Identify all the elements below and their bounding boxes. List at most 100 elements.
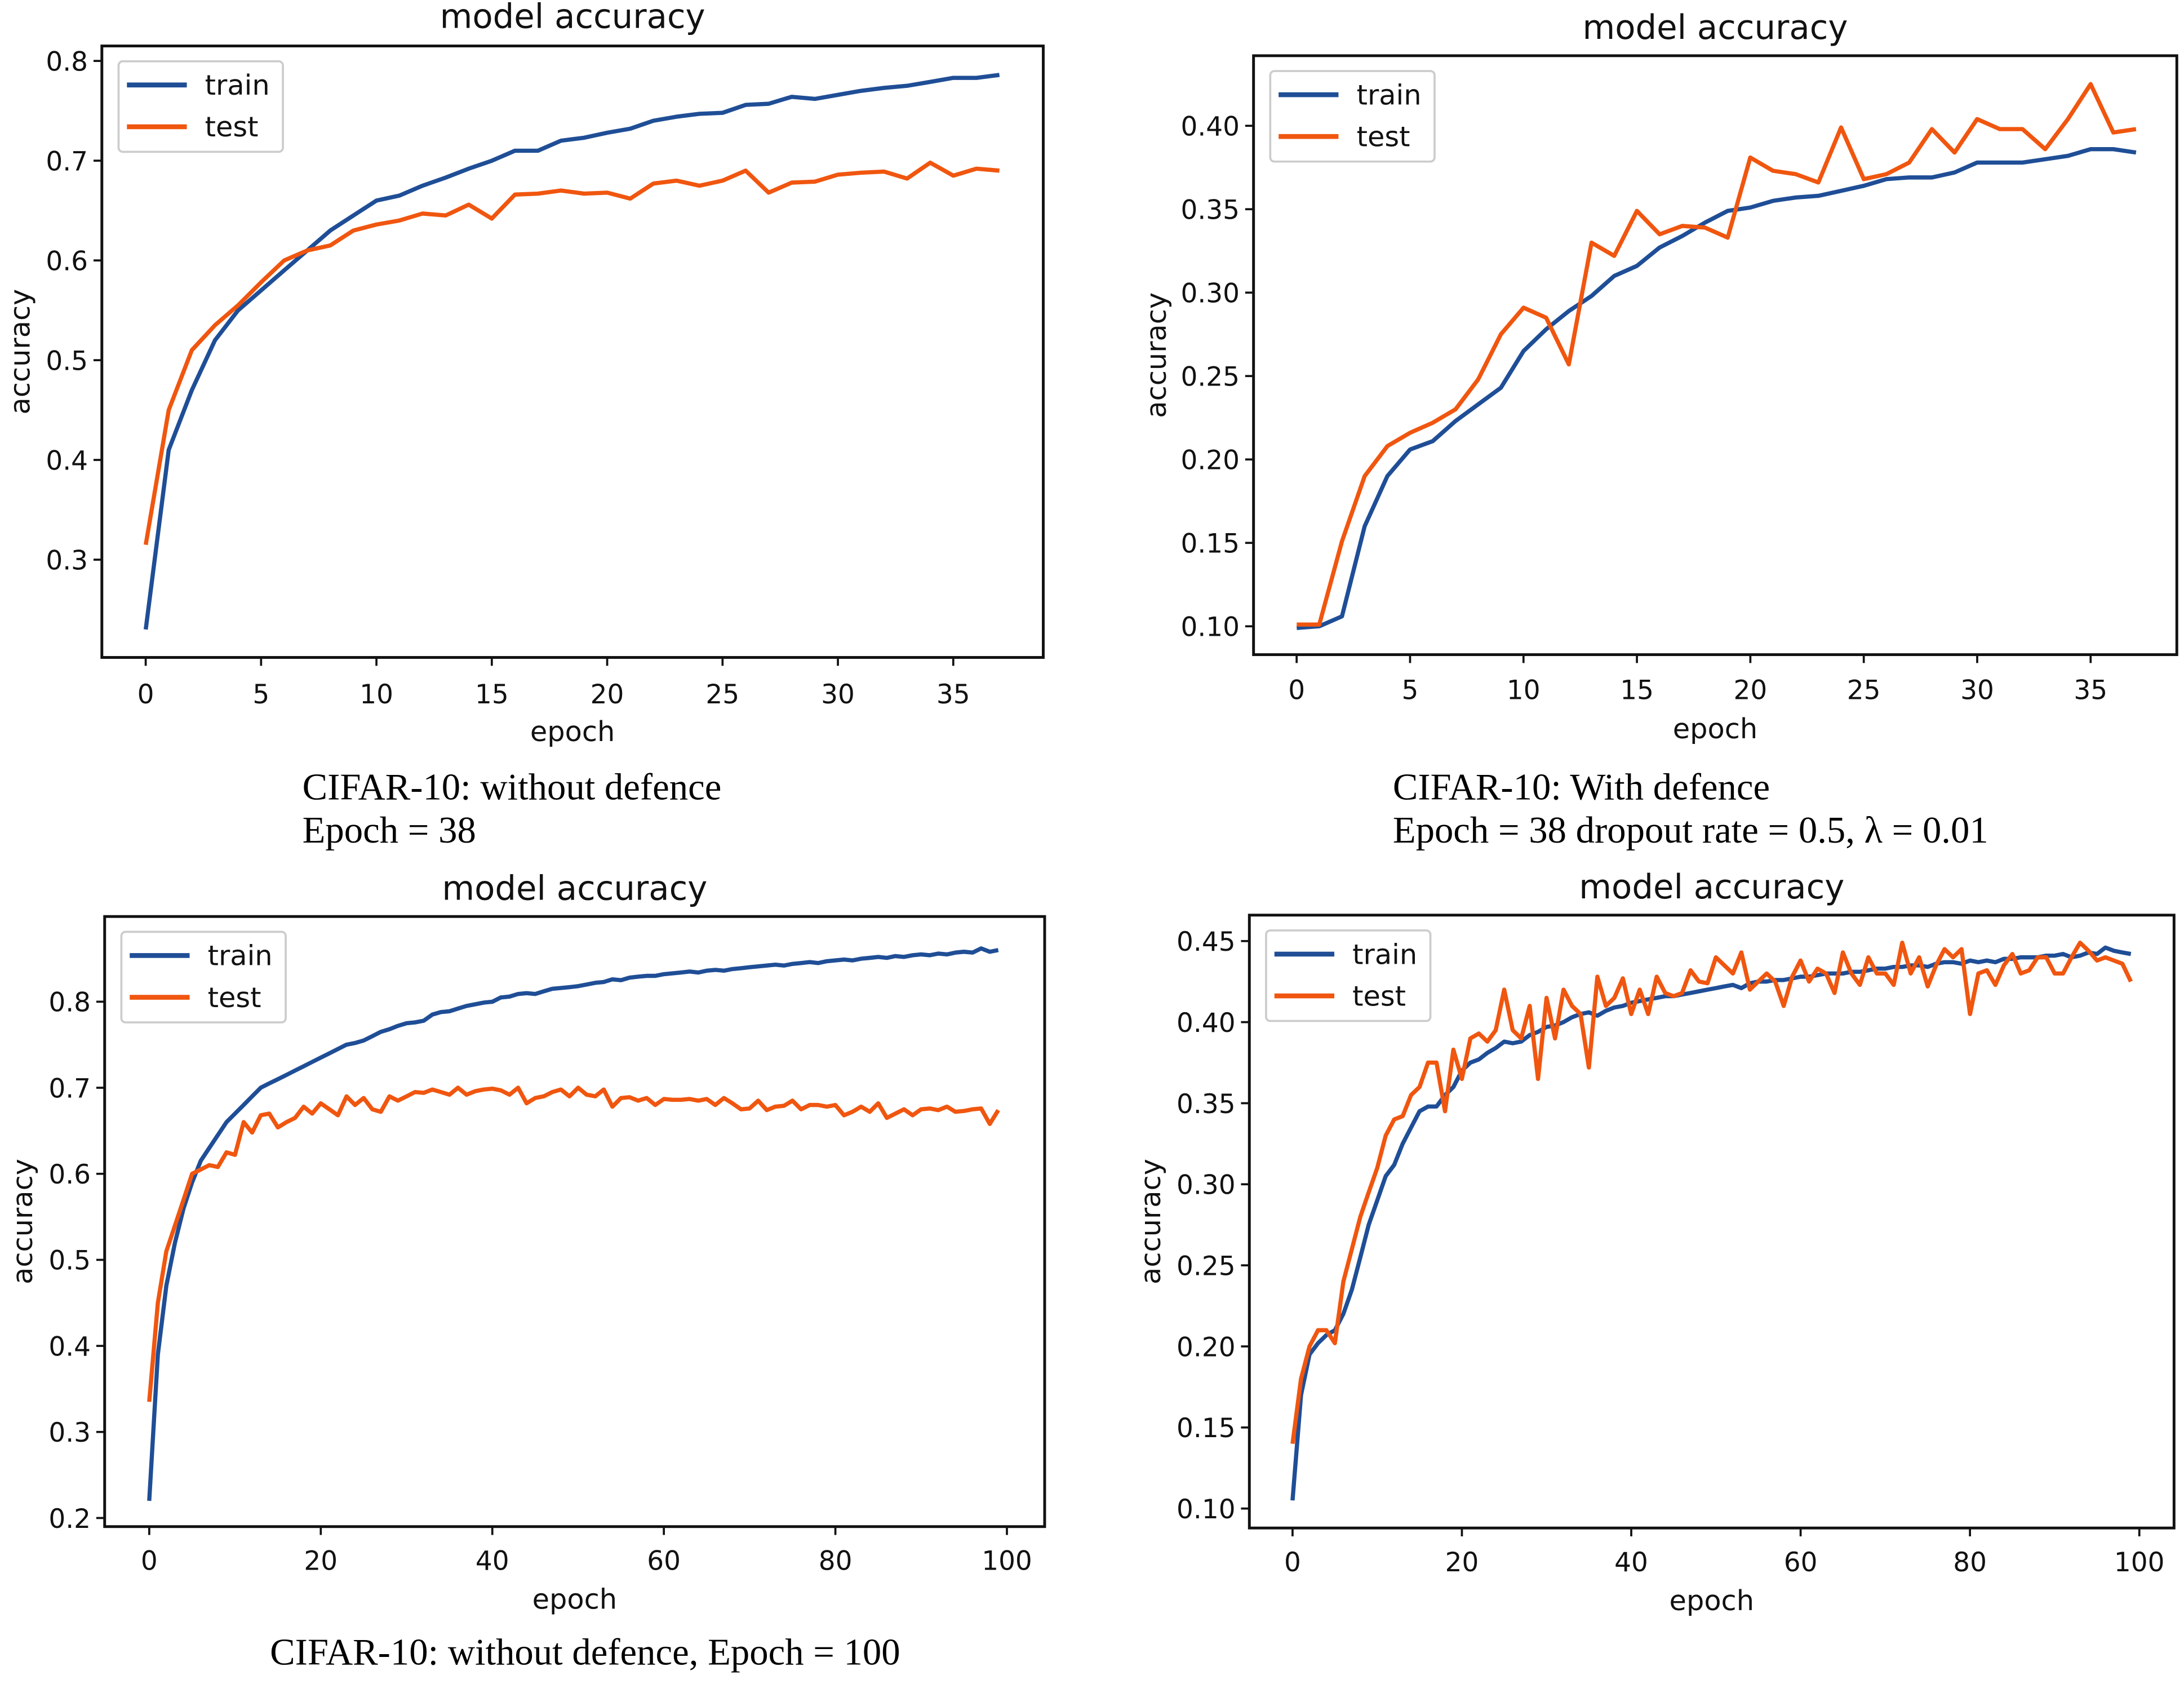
y-tick-label: 0.7 (48, 1073, 91, 1104)
x-tick-label: 10 (359, 679, 393, 710)
series-line-test (1290, 940, 2133, 1444)
y-tick-label: 0.25 (1177, 1251, 1236, 1282)
legend-label-train: train (205, 69, 270, 101)
x-tick-label: 20 (304, 1545, 338, 1576)
legend-label-train: train (1357, 78, 1422, 111)
y-tick-label: 0.20 (1177, 1332, 1236, 1363)
legend-label-test: test (1357, 121, 1410, 153)
y-tick-label: 0.6 (46, 246, 88, 277)
y-tick-label: 0.5 (48, 1246, 91, 1277)
legend-label-train: train (208, 940, 273, 972)
series-line-train (147, 946, 999, 1501)
x-tick-label: 20 (1734, 675, 1768, 706)
y-tick-label: 0.35 (1177, 1089, 1236, 1120)
x-tick-label: 35 (936, 679, 970, 710)
series-line-train (1290, 945, 2132, 1501)
y-tick-label: 0.25 (1180, 362, 1240, 393)
x-tick-label: 40 (1614, 1547, 1648, 1578)
y-axis-label: accuracy (1134, 1159, 1167, 1284)
y-tick-label: 0.45 (1177, 927, 1236, 958)
series-line-train (143, 73, 1000, 630)
x-tick-label: 60 (1784, 1547, 1818, 1578)
x-axis-label: epoch (532, 1583, 617, 1616)
y-tick-label: 0.3 (48, 1417, 91, 1448)
y-axis-label: accuracy (1140, 293, 1173, 418)
series-line-test (147, 1085, 1000, 1402)
y-tick-label: 0.2 (48, 1504, 91, 1535)
x-tick-label: 20 (1445, 1547, 1479, 1578)
y-tick-label: 0.40 (1180, 111, 1240, 142)
chart-title: model accuracy (442, 869, 707, 908)
y-tick-label: 0.10 (1177, 1494, 1236, 1525)
x-tick-label: 5 (252, 679, 269, 710)
x-tick-label: 100 (2114, 1547, 2165, 1578)
x-axis-label: epoch (530, 715, 615, 748)
x-tick-label: 30 (1960, 675, 1994, 706)
y-tick-label: 0.7 (46, 146, 88, 177)
y-tick-label: 0.10 (1180, 612, 1240, 643)
series-line-test (143, 160, 1000, 546)
x-tick-label: 80 (819, 1545, 853, 1576)
legend: train test (117, 60, 284, 153)
figure-caption: CIFAR-10: without defence, Epoch = 100 (270, 1632, 900, 1673)
x-tick-label: 60 (647, 1545, 681, 1576)
legend-label-test: test (1352, 980, 1406, 1012)
y-tick-label: 0.40 (1177, 1008, 1236, 1039)
x-tick-label: 25 (1847, 675, 1881, 706)
legend: train test (1265, 929, 1432, 1022)
y-axis-label: accuracy (3, 289, 36, 415)
chart-panel-1: model accuracy 0 5 10 15 20 25 30 35 0.3 0.4 0.5 0.6… (3, 0, 1045, 748)
x-tick-label: 30 (821, 679, 855, 710)
y-tick-label: 0.8 (46, 46, 88, 77)
legend-label-test: test (208, 981, 261, 1014)
x-tick-label: 20 (591, 679, 624, 710)
x-tick-label: 15 (475, 679, 509, 710)
x-tick-label: 100 (982, 1545, 1032, 1576)
chart-title: model accuracy (440, 0, 705, 36)
x-tick-label: 0 (1288, 675, 1305, 706)
legend-label-train: train (1352, 938, 1417, 970)
x-tick-label: 25 (705, 679, 739, 710)
x-axis-label: epoch (1673, 712, 1757, 745)
figure-caption: Epoch = 38 dropout rate = 0.5, λ = 0.01 (1393, 810, 1988, 851)
x-tick-label: 10 (1507, 675, 1541, 706)
legend-label-test: test (205, 110, 259, 143)
y-tick-label: 0.20 (1180, 445, 1240, 476)
chart-panel-4: model accuracy 0 20 40 60 80 100 0.10 0.15 0.20 0.… (1134, 867, 2176, 1617)
y-tick-label: 0.5 (46, 345, 88, 376)
plot-frame (1252, 54, 2178, 657)
x-tick-label: 0 (141, 1545, 158, 1576)
y-tick-label: 0.15 (1180, 529, 1240, 560)
y-tick-label: 0.30 (1180, 278, 1240, 309)
plot-frame (103, 915, 1046, 1528)
series-line-train (1297, 147, 2137, 630)
x-axis-label: epoch (1670, 1584, 1754, 1617)
legend: train test (120, 930, 287, 1023)
plot-frame (100, 45, 1045, 659)
figure-caption: CIFAR-10: With defence (1393, 767, 1770, 808)
y-tick-label: 0.3 (46, 545, 88, 576)
y-tick-label: 0.30 (1177, 1170, 1236, 1201)
chart-panel-3: model accuracy 0 20 40 60 80 100 0.2 0.3 0.4 0.5 0.… (6, 869, 1046, 1616)
x-tick-label: 80 (1953, 1547, 1987, 1578)
y-tick-label: 0.6 (48, 1159, 91, 1190)
y-tick-label: 0.8 (48, 987, 91, 1018)
figure-caption: CIFAR-10: without defence (303, 767, 722, 808)
chart-title: model accuracy (1582, 8, 1848, 47)
chart-title: model accuracy (1579, 867, 1844, 906)
x-tick-label: 0 (137, 679, 154, 710)
figure-caption: Epoch = 38 (303, 810, 476, 851)
x-tick-label: 40 (476, 1545, 509, 1576)
y-axis-label: accuracy (6, 1159, 39, 1284)
x-tick-label: 0 (1284, 1547, 1301, 1578)
y-tick-label: 0.4 (46, 445, 88, 476)
x-tick-label: 15 (1620, 675, 1654, 706)
x-tick-label: 35 (2074, 675, 2107, 706)
plot-frame (1248, 914, 2176, 1530)
y-tick-label: 0.15 (1177, 1413, 1236, 1444)
chart-panel-2: model accuracy 0 5 10 15 20 25 30 35 0.10 0.15 0.20… (1140, 8, 2178, 745)
y-tick-label: 0.4 (48, 1331, 91, 1362)
x-tick-label: 5 (1402, 675, 1419, 706)
legend: train test (1269, 70, 1436, 163)
